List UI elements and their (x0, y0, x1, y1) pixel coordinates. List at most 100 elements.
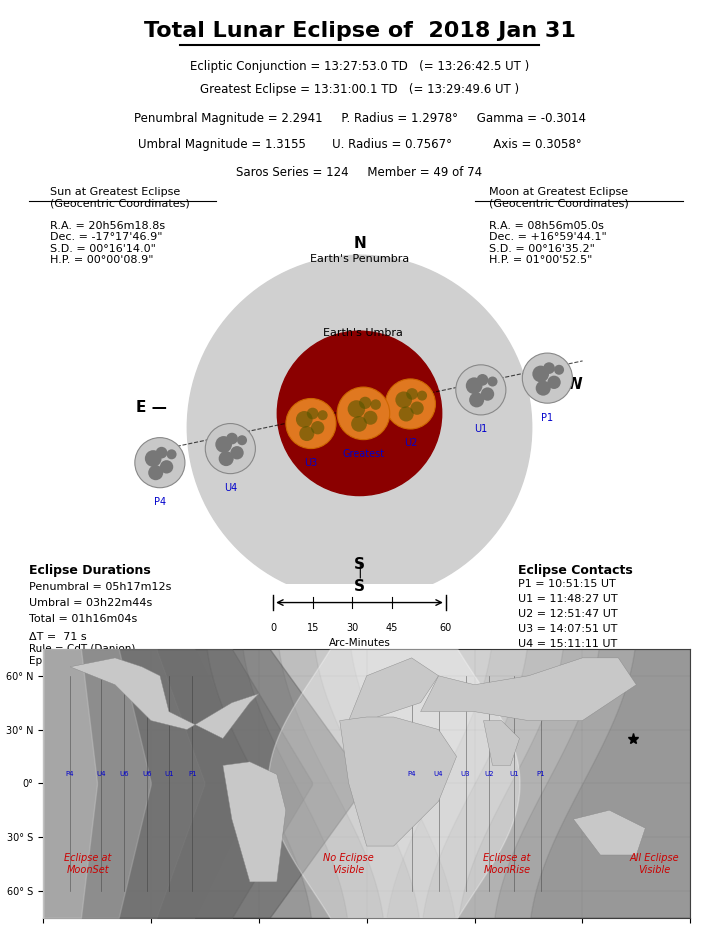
Text: U3 = 14:07:51 UT: U3 = 14:07:51 UT (518, 624, 617, 634)
Polygon shape (574, 810, 646, 855)
Circle shape (167, 450, 177, 460)
Text: Sun at Greatest Eclipse
(Geocentric Coordinates): Sun at Greatest Eclipse (Geocentric Coor… (50, 187, 190, 209)
Circle shape (307, 408, 319, 419)
Circle shape (406, 388, 418, 400)
Text: 30: 30 (346, 623, 359, 633)
Circle shape (299, 426, 314, 441)
Text: W: W (566, 377, 582, 392)
Text: P1 = 10:51:15 UT: P1 = 10:51:15 UT (518, 579, 615, 590)
Text: U2: U2 (403, 438, 417, 449)
Text: Earth's Penumbra: Earth's Penumbra (310, 254, 409, 263)
Text: U1: U1 (475, 425, 487, 435)
Text: U2 = 12:51:47 UT: U2 = 12:51:47 UT (518, 609, 618, 619)
Circle shape (215, 436, 232, 452)
Circle shape (347, 400, 365, 418)
Text: Greatest: Greatest (342, 450, 385, 460)
Circle shape (456, 365, 506, 415)
Text: F. Espenak, NASA's GSFC: F. Espenak, NASA's GSFC (298, 651, 421, 661)
Circle shape (547, 375, 561, 389)
Text: |: | (357, 564, 362, 578)
Text: ΔT =  71 s: ΔT = 71 s (29, 632, 86, 642)
Circle shape (543, 362, 555, 374)
Text: Umbral = 03h22m44s: Umbral = 03h22m44s (29, 598, 152, 608)
Text: U3: U3 (461, 771, 470, 778)
Text: Total Lunar Eclipse of  2018 Jan 31: Total Lunar Eclipse of 2018 Jan 31 (144, 20, 575, 41)
Circle shape (532, 365, 549, 382)
Circle shape (487, 376, 498, 387)
Text: U4: U4 (434, 771, 444, 778)
Text: P1: P1 (537, 771, 545, 778)
Circle shape (156, 447, 168, 459)
Text: N: N (353, 235, 366, 250)
Circle shape (311, 421, 324, 435)
Text: R.A. = 20h56m18.8s
Dec. = -17°17'46.9"
S.D. = 00°16'14.0"
H.P. = 00°00'08.9": R.A. = 20h56m18.8s Dec. = -17°17'46.9" S… (50, 221, 165, 265)
Text: 15: 15 (306, 623, 319, 633)
Text: No Eclipse
Visible: No Eclipse Visible (324, 853, 374, 875)
Circle shape (399, 406, 413, 422)
Polygon shape (223, 762, 286, 882)
Polygon shape (70, 658, 259, 739)
Circle shape (187, 255, 532, 600)
Text: Ecliptic Conjunction = 13:27:53.0 TD   (= 13:26:42.5 UT ): Ecliptic Conjunction = 13:27:53.0 TD (= … (190, 59, 529, 72)
Circle shape (554, 364, 564, 375)
Text: U1 = 11:48:27 UT: U1 = 11:48:27 UT (518, 594, 618, 604)
Text: E —: E — (137, 400, 168, 415)
Circle shape (395, 391, 412, 408)
Text: Eclipse at
MoonSet: Eclipse at MoonSet (65, 853, 111, 875)
Polygon shape (421, 658, 636, 720)
Text: U6: U6 (142, 771, 152, 778)
Circle shape (237, 435, 247, 445)
Text: P4 = 16:08:27 UT: P4 = 16:08:27 UT (518, 654, 616, 664)
Circle shape (370, 400, 381, 410)
Text: 0: 0 (270, 623, 276, 633)
Text: Penumbral Magnitude = 2.2941     P. Radius = 1.2978°     Gamma = -0.3014: Penumbral Magnitude = 2.2941 P. Radius =… (134, 111, 585, 124)
Text: 45: 45 (385, 623, 398, 633)
Circle shape (359, 397, 371, 409)
Text: U2: U2 (484, 771, 494, 778)
Text: All Eclipse
Visible: All Eclipse Visible (629, 853, 679, 875)
Circle shape (296, 411, 313, 427)
Circle shape (417, 390, 427, 400)
Text: R.A. = 08h56m05.0s
Dec. = +16°59'44.1"
S.D. = 00°16'35.2"
H.P. = 01°00'52.5": R.A. = 08h56m05.0s Dec. = +16°59'44.1" S… (489, 221, 607, 265)
Circle shape (318, 410, 328, 420)
Text: eclipse.gsfc.nasa.gov/eclipse.html: eclipse.gsfc.nasa.gov/eclipse.html (275, 666, 444, 676)
Circle shape (536, 381, 551, 396)
Circle shape (363, 411, 377, 425)
Text: S: S (354, 557, 365, 572)
Circle shape (481, 387, 494, 400)
Text: U3: U3 (304, 458, 318, 468)
Text: Arc-Minutes: Arc-Minutes (329, 638, 390, 648)
Circle shape (469, 392, 484, 407)
Circle shape (145, 451, 162, 467)
Text: Moon at Greatest Eclipse
(Geocentric Coordinates): Moon at Greatest Eclipse (Geocentric Coo… (489, 187, 628, 209)
Circle shape (148, 465, 163, 480)
Circle shape (286, 399, 336, 449)
Text: U4: U4 (224, 483, 237, 493)
Text: Umbral Magnitude = 1.3155       U. Radius = 0.7567°           Axis = 0.3058°: Umbral Magnitude = 1.3155 U. Radius = 0.… (137, 137, 582, 150)
Text: Greatest Eclipse = 13:31:00.1 TD   (= 13:29:49.6 UT ): Greatest Eclipse = 13:31:00.1 TD (= 13:2… (200, 83, 519, 96)
Text: P4: P4 (408, 771, 416, 778)
Text: Eclipse Durations: Eclipse Durations (29, 564, 150, 577)
Circle shape (226, 433, 238, 444)
Text: Saros Series = 124     Member = 49 of 74: Saros Series = 124 Member = 49 of 74 (237, 166, 482, 179)
Circle shape (278, 331, 441, 496)
Text: Earth's Umbra: Earth's Umbra (324, 328, 403, 338)
Circle shape (135, 438, 185, 488)
Text: Total = 01h16m04s: Total = 01h16m04s (29, 614, 137, 624)
Text: Rule = CdT (Danjon): Rule = CdT (Danjon) (29, 644, 135, 654)
Circle shape (477, 374, 488, 386)
Text: S: S (354, 579, 365, 594)
Polygon shape (340, 717, 457, 846)
Text: U6: U6 (119, 771, 129, 778)
Text: Ecliptic: Ecliptic (137, 465, 172, 476)
Text: Eclipse at
MoonRise: Eclipse at MoonRise (483, 853, 531, 875)
Text: Penumbral = 05h17m12s: Penumbral = 05h17m12s (29, 582, 171, 592)
Circle shape (411, 401, 423, 414)
Text: P4: P4 (66, 771, 74, 778)
Text: Eclipse Contacts: Eclipse Contacts (518, 564, 633, 577)
Circle shape (219, 451, 234, 466)
Text: U4 = 15:11:11 UT: U4 = 15:11:11 UT (518, 639, 617, 649)
Circle shape (230, 446, 244, 460)
Circle shape (206, 424, 255, 474)
Circle shape (337, 387, 390, 439)
